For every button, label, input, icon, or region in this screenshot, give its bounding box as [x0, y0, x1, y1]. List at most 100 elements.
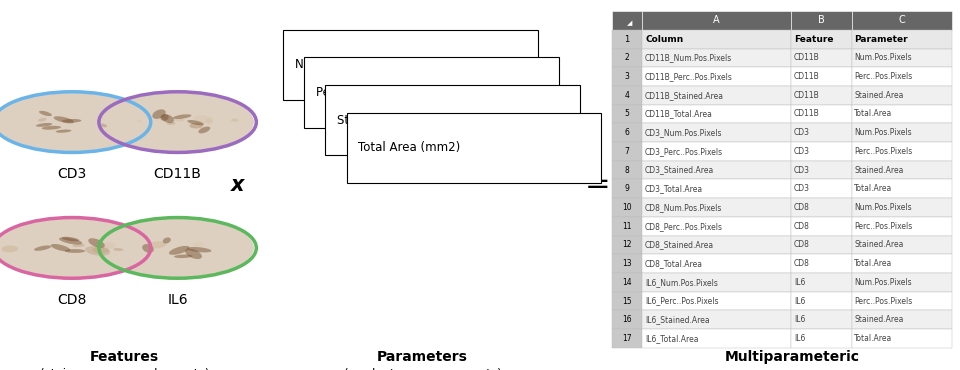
Text: CD8: CD8 [794, 222, 810, 231]
Text: Stained.Area: Stained.Area [854, 166, 903, 175]
Text: Stained.Area: Stained.Area [854, 91, 903, 100]
Bar [612, 67, 642, 86]
Bar [642, 142, 791, 161]
Circle shape [0, 92, 149, 152]
Ellipse shape [113, 248, 123, 251]
Text: Numbers of Positive Pixels: Numbers of Positive Pixels [295, 58, 450, 71]
Text: Perc..Pos.Pixels: Perc..Pos.Pixels [854, 147, 913, 156]
Ellipse shape [1, 245, 18, 252]
Bar [791, 67, 852, 86]
Bar [791, 48, 852, 67]
Text: CD11B: CD11B [794, 53, 820, 63]
Bar [852, 67, 952, 86]
Bar [612, 105, 642, 123]
Text: Num.Pos.Pixels: Num.Pos.Pixels [854, 203, 912, 212]
Ellipse shape [62, 119, 82, 122]
Ellipse shape [39, 111, 52, 116]
Bar [642, 179, 791, 198]
Ellipse shape [103, 242, 116, 249]
Text: CD8_Stained.Area: CD8_Stained.Area [645, 240, 714, 249]
Text: CD11B: CD11B [154, 167, 202, 181]
Bar [852, 217, 952, 236]
Text: 6: 6 [624, 128, 630, 137]
Ellipse shape [51, 244, 70, 252]
Text: Perc..Pos.Pixels: Perc..Pos.Pixels [854, 72, 913, 81]
Ellipse shape [72, 244, 84, 247]
Text: x: x [230, 175, 244, 195]
Text: IL6: IL6 [794, 296, 805, 306]
Ellipse shape [194, 115, 213, 123]
Bar [612, 161, 642, 179]
Text: 10: 10 [622, 203, 632, 212]
Text: Multiparameteric: Multiparameteric [725, 350, 860, 364]
Ellipse shape [169, 246, 189, 255]
Ellipse shape [85, 246, 110, 256]
Text: CD3_Total.Area: CD3_Total.Area [645, 184, 704, 193]
Bar [791, 310, 852, 329]
Text: IL6: IL6 [794, 315, 805, 324]
Bar [612, 329, 642, 348]
Bar [642, 48, 791, 67]
Ellipse shape [174, 255, 192, 258]
Bar [347, 113, 601, 183]
Ellipse shape [149, 241, 166, 248]
Bar [612, 217, 642, 236]
Bar [791, 105, 852, 123]
Bar [852, 86, 952, 105]
Bar [852, 310, 952, 329]
Text: Num.Pos.Pixels: Num.Pos.Pixels [854, 128, 912, 137]
Bar [791, 217, 852, 236]
Text: Total.Area: Total.Area [854, 334, 893, 343]
Ellipse shape [88, 238, 105, 248]
Text: 5: 5 [624, 110, 630, 118]
Circle shape [101, 218, 254, 278]
Text: =: = [585, 171, 610, 199]
Text: IL6_Total.Area: IL6_Total.Area [645, 334, 699, 343]
Text: CD3_Stained.Area: CD3_Stained.Area [645, 166, 714, 175]
Text: 14: 14 [622, 278, 632, 287]
Text: CD3_Perc..Pos.Pixels: CD3_Perc..Pos.Pixels [645, 147, 723, 156]
Bar [642, 161, 791, 179]
Text: CD8: CD8 [794, 259, 810, 268]
Text: 9: 9 [624, 184, 630, 193]
Bar [642, 11, 791, 30]
Bar [852, 179, 952, 198]
Bar [852, 30, 952, 48]
Bar [642, 217, 791, 236]
Ellipse shape [199, 127, 210, 134]
Text: IL6: IL6 [167, 293, 188, 307]
Ellipse shape [160, 114, 169, 121]
Text: CD3: CD3 [58, 167, 86, 181]
Text: CD11B: CD11B [794, 91, 820, 100]
Ellipse shape [56, 130, 71, 133]
Text: Feature: Feature [794, 35, 833, 44]
Text: 8: 8 [625, 166, 629, 175]
Bar [612, 310, 642, 329]
Ellipse shape [189, 123, 204, 128]
Text: CD11B_Total.Area: CD11B_Total.Area [645, 110, 713, 118]
Ellipse shape [173, 114, 191, 119]
Text: CD3_Num.Pos.Pixels: CD3_Num.Pos.Pixels [645, 128, 723, 137]
Ellipse shape [42, 126, 61, 130]
Ellipse shape [64, 249, 85, 253]
Text: CD3: CD3 [794, 184, 810, 193]
Ellipse shape [205, 118, 213, 124]
Ellipse shape [187, 120, 204, 125]
Bar [852, 123, 952, 142]
Text: Perc..Pos.Pixels: Perc..Pos.Pixels [854, 222, 913, 231]
Bar [612, 254, 642, 273]
Bar [642, 67, 791, 86]
Bar [791, 329, 852, 348]
Bar [852, 161, 952, 179]
Text: Stained Area (mm2): Stained Area (mm2) [337, 114, 456, 127]
Text: CD8_Perc..Pos.Pixels: CD8_Perc..Pos.Pixels [645, 222, 723, 231]
Bar [791, 123, 852, 142]
Bar [304, 57, 559, 128]
Ellipse shape [92, 247, 109, 253]
Text: 3: 3 [624, 72, 630, 81]
Text: A: A [713, 16, 720, 26]
Ellipse shape [75, 120, 82, 122]
Ellipse shape [174, 118, 184, 121]
Bar [852, 273, 952, 292]
Text: CD11B: CD11B [794, 72, 820, 81]
